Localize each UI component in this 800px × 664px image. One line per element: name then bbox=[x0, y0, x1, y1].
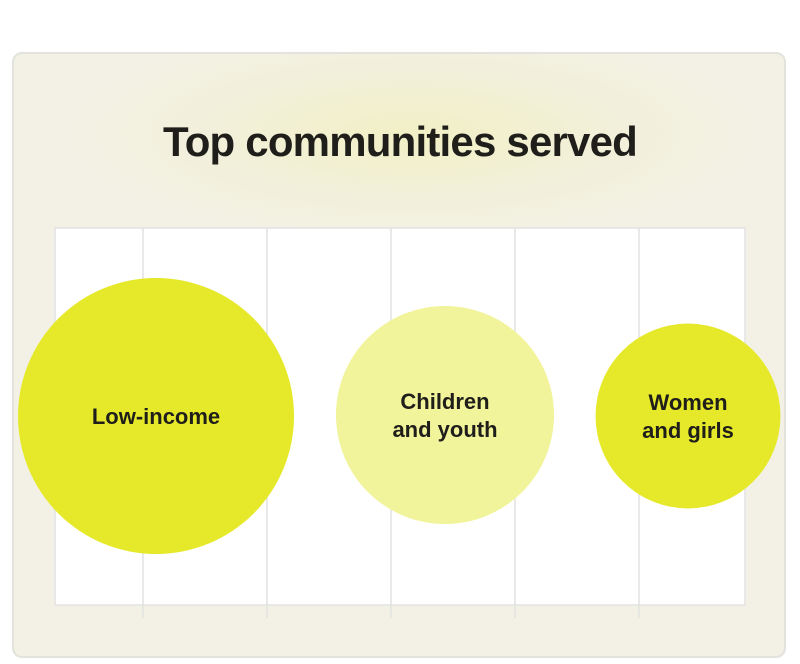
bubble-label: Women and girls bbox=[642, 390, 734, 443]
bubble-label-line: and girls bbox=[642, 418, 734, 443]
bubble bbox=[335, 305, 555, 525]
bubble-label-line: Women bbox=[648, 390, 727, 415]
bubble-label: Low-income bbox=[92, 404, 220, 429]
bubble-item: Low-income bbox=[18, 278, 294, 554]
bubble-label-line: and youth bbox=[392, 417, 497, 442]
chart-title: Top communities served bbox=[162, 118, 638, 165]
bubble-label-line: Children bbox=[400, 389, 489, 414]
bubble bbox=[18, 278, 294, 554]
bubble-label-line: Low-income bbox=[92, 404, 220, 429]
bubble-label: Children and youth bbox=[392, 389, 497, 442]
bubble-group: Low-income Children and youth Women and girl… bbox=[18, 278, 781, 554]
bubble-item: Women and girls bbox=[595, 323, 781, 509]
bubble bbox=[595, 323, 781, 509]
bubble-item: Children and youth bbox=[335, 305, 555, 525]
